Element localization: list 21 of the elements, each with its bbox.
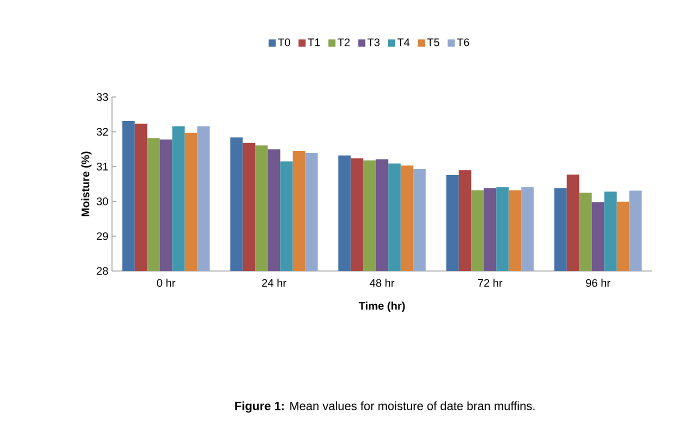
x-tick-label: 48 hr (370, 278, 394, 287)
y-axis-title: Moisture (%) (81, 152, 92, 216)
legend-label: T2 (338, 38, 350, 46)
y-tick-label: 29 (96, 232, 108, 240)
y-tick-label: 33 (96, 93, 108, 101)
legend-label: T0 (278, 38, 290, 46)
text: Figure 1: Mean values for moisture of date bran muffins. (235, 401, 535, 413)
x-axis-title: Time (hr) (358, 302, 405, 312)
x-tick-label: 24 hr (262, 278, 286, 287)
y-tick-label: 31 (96, 162, 108, 170)
legend-label: T4 (397, 38, 410, 46)
legend-label: T6 (457, 38, 470, 46)
y-tick-label: 30 (96, 198, 108, 206)
y-tick-label: 32 (96, 128, 108, 136)
x-tick-label: 0 hr (156, 278, 176, 287)
x-tick-label: 96 hr (586, 278, 610, 287)
legend-label: T5 (427, 38, 440, 46)
y-tick-label: 28 (96, 267, 108, 275)
legend-label: T3 (368, 38, 380, 46)
legend-label: T1 (308, 38, 320, 46)
x-tick-label: 72 hr (478, 278, 502, 287)
